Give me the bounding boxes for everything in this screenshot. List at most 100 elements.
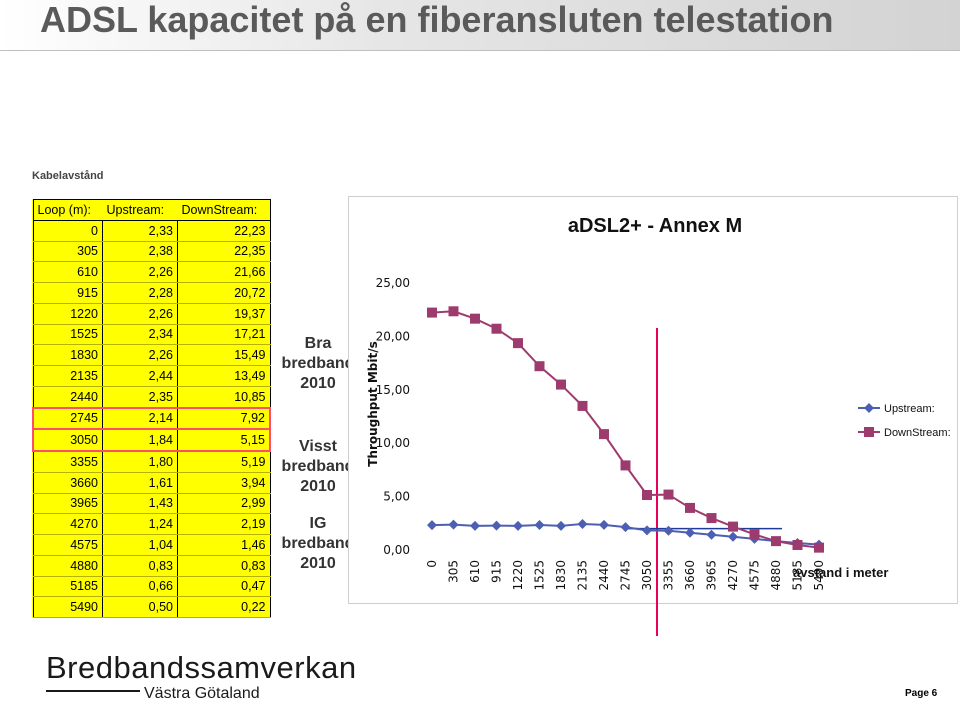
x-tick-label: 2440 [597,560,611,591]
cell-loop: 3050 [32,428,103,452]
cell-downstream: 2,99 [177,493,270,515]
upstream-point [642,525,652,536]
cell-downstream: 3,94 [177,472,270,494]
cell-loop: 915 [33,282,103,304]
logo-underline [46,690,140,692]
table-row: 305 2,38 22,35 [33,241,270,263]
cell-loop: 4575 [33,534,103,556]
cell-loop: 4270 [33,513,103,535]
y-tick-label: 5,00 [383,490,410,504]
cell-upstream: 0,50 [102,596,178,618]
upstream-point [427,520,437,531]
cell-upstream: 0,83 [102,555,178,577]
upstream-point [728,531,738,542]
cell-loop: 1525 [33,324,103,346]
cell-upstream: 2,34 [102,324,178,346]
table-row: 2745 2,14 7,92 [32,406,271,431]
downstream-point [534,361,545,372]
y-tick-label: 0,00 [383,543,410,557]
cell-downstream: 0,22 [177,596,270,618]
downstream-point [749,529,760,540]
label-line: 2010 [300,555,336,572]
cell-upstream: 2,33 [102,220,178,242]
cell-upstream: 1,61 [102,472,178,494]
cell-upstream: 1,84 [102,428,178,452]
downstream-point [620,460,631,471]
upstream-point [534,520,545,531]
cell-downstream: 15,49 [177,344,270,366]
cell-loop: 4880 [33,555,103,577]
x-tick-label: 610 [468,560,482,583]
cell-downstream: 2,19 [177,513,270,535]
cell-downstream: 19,37 [177,303,270,325]
cell-downstream: 1,46 [177,534,270,556]
label-line: bredband [281,535,355,552]
cell-upstream: 1,80 [102,451,178,473]
x-tick-label: 3660 [683,560,697,591]
label-line: bredband [281,355,355,372]
label-line: Bra [304,335,332,352]
cell-upstream: 2,26 [102,261,178,283]
table-row: 5185 0,66 0,47 [33,576,270,598]
downstream-point [771,536,781,547]
label-good-broadband: Bra bredband 2010 [268,334,368,394]
x-axis-title: avstand i meter [793,565,888,580]
cell-loop: 3660 [33,472,103,494]
upstream-point [663,525,674,536]
cell-upstream: 2,26 [102,344,178,366]
downstream-point [728,521,738,532]
upstream-point [556,520,566,531]
cell-downstream: 5,15 [177,428,271,452]
page-number: Page 6 [905,688,938,699]
table-row: 4270 1,24 2,19 [33,513,270,535]
label-line: 2010 [300,375,336,392]
cell-upstream: 2,14 [102,406,178,431]
legend-downstream-label: DownStream: [884,427,951,439]
chart-frame [348,196,958,604]
y-tick-label: 25,00 [376,276,410,290]
logo: Bredbandssamverkan Västra Götaland [46,652,357,704]
x-tick-label: 0 [425,560,439,568]
upstream-point [685,527,695,538]
cell-downstream: 20,72 [177,282,270,304]
table-header-row: Loop (m): Upstream: DownStream: [33,199,270,221]
cell-downstream: 5,19 [177,451,270,473]
label-some-broadband: Visst bredband 2010 [268,437,368,497]
header-loop: Loop (m): [33,199,103,221]
label-line: bredband [281,458,355,475]
adsl-chart: aDSL2+ - Annex M Throughput Mbit/s 0,00 5,0… [366,215,951,636]
page-title: ADSL kapacitet på en fiberansluten teles… [40,0,834,40]
cell-loop: 2745 [32,406,103,431]
chart-title: aDSL2+ - Annex M [568,215,742,237]
header-downstream: DownStream: [177,199,270,221]
table-row: 5490 0,50 0,22 [33,596,270,618]
label-line: Visst [299,438,337,455]
cell-upstream: 2,26 [102,303,178,325]
cell-loop: 0 [33,220,103,242]
label-line: 2010 [300,478,336,495]
cell-downstream: 22,35 [177,241,270,263]
downstream-point [427,307,437,318]
y-tick-label: 15,00 [376,383,410,397]
x-tick-label: 3355 [662,560,676,591]
table-row: 610 2,26 21,66 [33,261,270,283]
downstream-point [556,379,566,390]
y-tick-label: 10,00 [376,436,410,450]
table-row: 3050 1,84 5,15 [32,428,271,452]
downstream-point [792,539,803,550]
cell-loop: 1220 [33,303,103,325]
cell-loop: 3355 [33,451,103,473]
table-row: 3660 1,61 3,94 [33,472,270,494]
x-tick-label: 4880 [769,560,783,591]
cell-loop: 1830 [33,344,103,366]
section-label: Kabelavstånd [32,170,104,182]
x-tick-label: 3050 [640,560,654,591]
x-tick-label: 2135 [576,560,590,591]
cell-upstream: 1,43 [102,493,178,515]
table-row: 3965 1,43 2,99 [33,493,270,515]
downstream-point [448,306,459,317]
series-line-downstream [431,310,820,549]
cell-upstream: 0,66 [102,576,178,598]
downstream-point [814,542,824,553]
upstream-point [491,520,502,531]
